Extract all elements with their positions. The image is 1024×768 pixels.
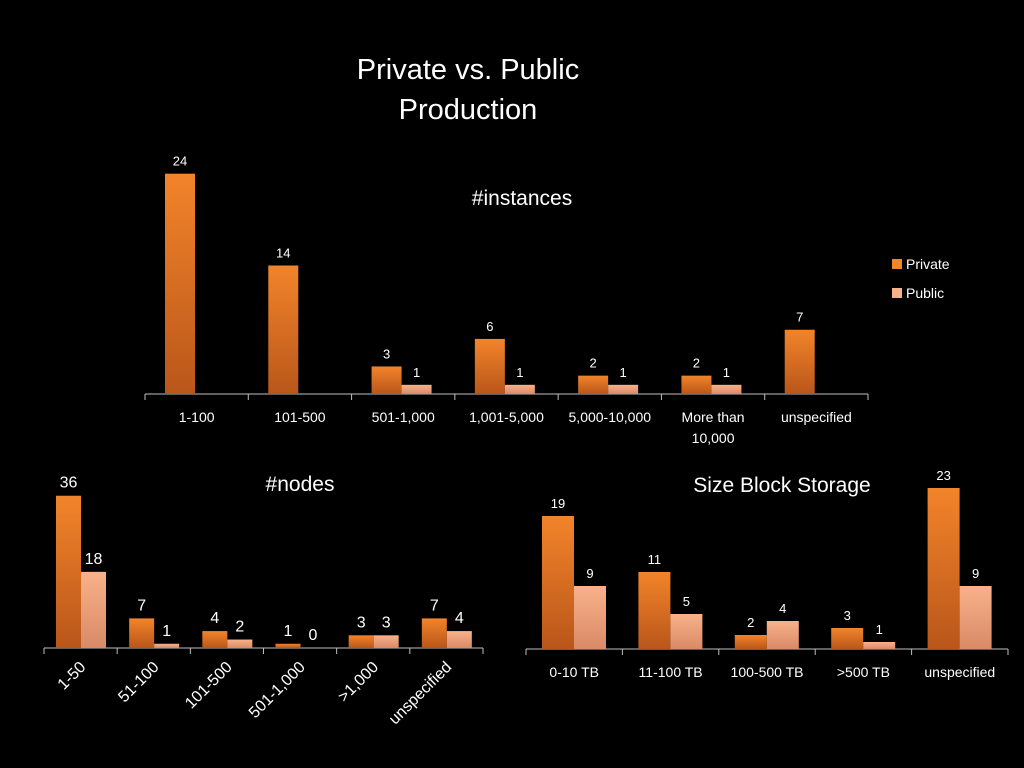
bar-private-501-1-000 bbox=[275, 643, 301, 648]
bar-public-5-000-10-000 bbox=[608, 384, 639, 394]
x-tick-label-1-50: 1-50 bbox=[55, 659, 90, 694]
data-label-private-5-000-10-000: 2 bbox=[590, 356, 597, 371]
data-label-private-1-001-5-000: 6 bbox=[486, 319, 493, 334]
data-label-private-unspecified: 7 bbox=[796, 310, 803, 325]
data-label-public-11-100-tb: 5 bbox=[683, 594, 690, 609]
x-tick-label-unspecified: unspecified bbox=[781, 409, 852, 425]
bar-private-unspecified bbox=[421, 618, 447, 648]
x-tick-label-501-1-000: 501-1,000 bbox=[372, 409, 435, 425]
bar-private-101-500 bbox=[202, 631, 228, 648]
data-label-private-1-50: 36 bbox=[60, 475, 78, 492]
data-label-private-unspecified: 7 bbox=[430, 597, 439, 614]
bar-public-11-100-tb bbox=[670, 614, 703, 649]
data-label-public-1-50: 18 bbox=[85, 551, 103, 568]
bar-private-1-50 bbox=[56, 495, 81, 648]
x-tick-label-11-100-tb: 11-100 TB bbox=[639, 664, 703, 680]
data-label-private-501-1-000: 1 bbox=[284, 623, 293, 640]
bar-private-more-than-10-000 bbox=[681, 375, 712, 394]
x-tick-label-5-000-10-000: 5,000-10,000 bbox=[569, 409, 652, 425]
bar-private-101-500 bbox=[268, 265, 299, 394]
bar-private-0-10-tb bbox=[542, 516, 574, 649]
x-tick-label-1-001-5-000: 1,001-5,000 bbox=[469, 409, 544, 425]
legend-swatch-private bbox=[892, 259, 902, 269]
data-label-public-51-100: 1 bbox=[162, 623, 171, 640]
bar-private-501-1-000 bbox=[371, 366, 402, 394]
x-tick-label-101-500: 101-500 bbox=[274, 409, 326, 425]
bar-private-unspecified bbox=[784, 329, 815, 394]
instances-chart: #instances 24 1-100 14 101-500 3 1 501-1,000 6 1 1… bbox=[144, 154, 950, 446]
data-label-public-101-500: 2 bbox=[235, 619, 244, 636]
data-label-private-11-100-tb: 11 bbox=[648, 552, 662, 567]
data-label-private-100-500-tb: 2 bbox=[747, 615, 754, 630]
bar-private-51-100 bbox=[129, 618, 155, 648]
bar-private-1-000 bbox=[348, 635, 374, 648]
bar-public-more-than-10-000 bbox=[711, 384, 742, 394]
data-label-private-0-10-tb: 19 bbox=[551, 496, 565, 511]
x-tick-label-101-500: 101-500 bbox=[182, 659, 236, 713]
legend-swatch-public bbox=[892, 288, 902, 298]
bar-private-5-000-10-000 bbox=[578, 375, 609, 394]
data-label-private-500-tb: 3 bbox=[844, 608, 851, 623]
x-tick-label-more-than-10-000: More than 10,000 bbox=[682, 409, 745, 446]
chart-title: Size Block Storage bbox=[693, 474, 870, 497]
bar-public-unspecified bbox=[959, 586, 992, 649]
x-tick-label-500-tb: >500 TB bbox=[837, 664, 890, 680]
legend-label-private: Private bbox=[906, 256, 950, 272]
data-label-public-1-001-5-000: 1 bbox=[516, 365, 523, 380]
x-tick-label-1-000: >1,000 bbox=[335, 659, 382, 706]
bar-public-1-001-5-000 bbox=[504, 384, 535, 394]
x-tick-label-1-100: 1-100 bbox=[179, 409, 215, 425]
chart-title: #nodes bbox=[266, 473, 335, 496]
data-label-private-51-100: 7 bbox=[137, 597, 146, 614]
bar-private-1-100 bbox=[165, 173, 195, 394]
data-label-public-501-1-000: 0 bbox=[309, 627, 318, 644]
x-tick-label-unspecified: unspecified bbox=[924, 664, 995, 680]
data-label-public-unspecified: 9 bbox=[972, 566, 979, 581]
x-tick-label-100-500-tb: 100-500 TB bbox=[731, 664, 804, 680]
x-tick-label-0-10-tb: 0-10 TB bbox=[549, 664, 599, 680]
data-label-private-501-1-000: 3 bbox=[383, 346, 390, 361]
bar-public-500-tb bbox=[863, 642, 896, 649]
bar-private-100-500-tb bbox=[734, 635, 767, 649]
bar-private-11-100-tb bbox=[638, 572, 671, 649]
data-label-private-1-000: 3 bbox=[357, 614, 366, 631]
data-label-public-1-000: 3 bbox=[382, 614, 391, 631]
bar-private-unspecified bbox=[927, 488, 960, 649]
legend-label-public: Public bbox=[906, 285, 944, 301]
data-label-public-5-000-10-000: 1 bbox=[620, 365, 627, 380]
slide-title-line-1: Private vs. Public bbox=[356, 54, 580, 86]
data-label-private-unspecified: 23 bbox=[936, 468, 950, 483]
x-tick-label-501-1-000: 501-1,000 bbox=[246, 659, 309, 722]
bar-public-51-100 bbox=[154, 643, 180, 648]
bar-public-1-50 bbox=[81, 571, 106, 648]
bar-private-500-tb bbox=[831, 628, 864, 649]
bar-public-101-500 bbox=[227, 639, 253, 648]
bar-public-0-10-tb bbox=[574, 586, 606, 649]
data-label-private-more-than-10-000: 2 bbox=[693, 356, 700, 371]
bar-public-100-500-tb bbox=[766, 621, 799, 649]
data-label-private-101-500: 14 bbox=[276, 245, 290, 260]
data-label-public-501-1-000: 1 bbox=[413, 365, 420, 380]
x-tick-label-unspecified: unspecified bbox=[386, 659, 455, 728]
data-label-public-100-500-tb: 4 bbox=[779, 601, 786, 616]
slide-title-line-2: Production bbox=[398, 94, 538, 126]
data-label-public-more-than-10-000: 1 bbox=[723, 365, 730, 380]
data-label-public-500-tb: 1 bbox=[876, 622, 883, 637]
bar-private-1-001-5-000 bbox=[474, 338, 505, 394]
data-label-public-unspecified: 4 bbox=[455, 610, 464, 627]
slide-title: Private vs. Public Production bbox=[318, 50, 618, 130]
bar-public-1-000 bbox=[373, 635, 399, 648]
chart-title: #instances bbox=[472, 187, 572, 210]
data-label-private-101-500: 4 bbox=[210, 610, 219, 627]
data-label-private-1-100: 24 bbox=[173, 154, 187, 169]
bar-public-unspecified bbox=[446, 631, 472, 648]
bar-public-501-1-000 bbox=[401, 384, 432, 394]
data-label-public-0-10-tb: 9 bbox=[586, 566, 593, 581]
x-tick-label-51-100: 51-100 bbox=[115, 659, 162, 706]
